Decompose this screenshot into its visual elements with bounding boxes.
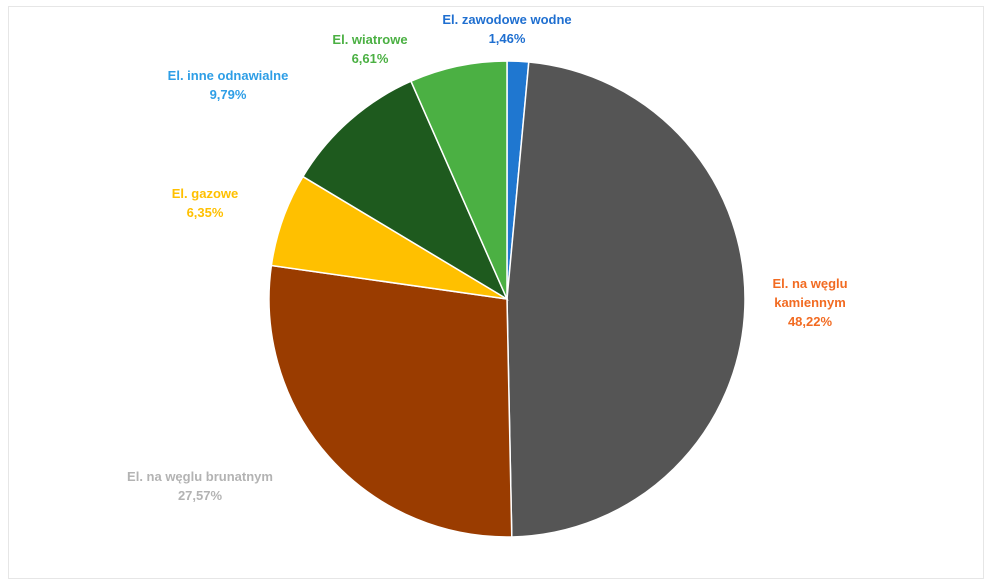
slice-value: 27,57% — [178, 488, 223, 503]
slice-category: El. na węglu — [772, 276, 847, 291]
slice-label: El. na węglu brunatnym 27,57% — [127, 469, 273, 503]
slice-value: 6,35% — [187, 205, 224, 220]
slice-category: El. na węglu brunatnym — [127, 469, 273, 484]
slice-value: 48,22% — [788, 314, 833, 329]
slice-category: kamiennym — [774, 295, 846, 310]
pie-slice — [409, 60, 508, 300]
slice-label: El. wiatrowe 6,61% — [332, 32, 407, 66]
slice-value: 1,46% — [489, 31, 526, 46]
slice-label: El. na węglu kamiennym 48,22% — [772, 276, 847, 329]
slice-value: 9,79% — [210, 87, 247, 102]
slice-category: El. wiatrowe — [332, 32, 407, 47]
slice-value: 6,61% — [352, 51, 389, 66]
slice-label: El. gazowe 6,35% — [172, 186, 238, 220]
slice-label: El. inne odnawialne 9,79% — [168, 68, 289, 102]
slice-category: El. inne odnawialne — [168, 68, 289, 83]
pie-slice — [506, 61, 746, 538]
pie-slice — [268, 264, 513, 538]
pie-slices — [268, 60, 746, 538]
pie-slice — [301, 80, 509, 301]
slice-label: El. zawodowe wodne 1,46% — [442, 12, 571, 46]
data-labels: El. zawodowe wodne 1,46% El. na węglu kamie… — [127, 12, 848, 503]
slice-category: El. zawodowe wodne — [442, 12, 571, 27]
slice-category: El. gazowe — [172, 186, 238, 201]
